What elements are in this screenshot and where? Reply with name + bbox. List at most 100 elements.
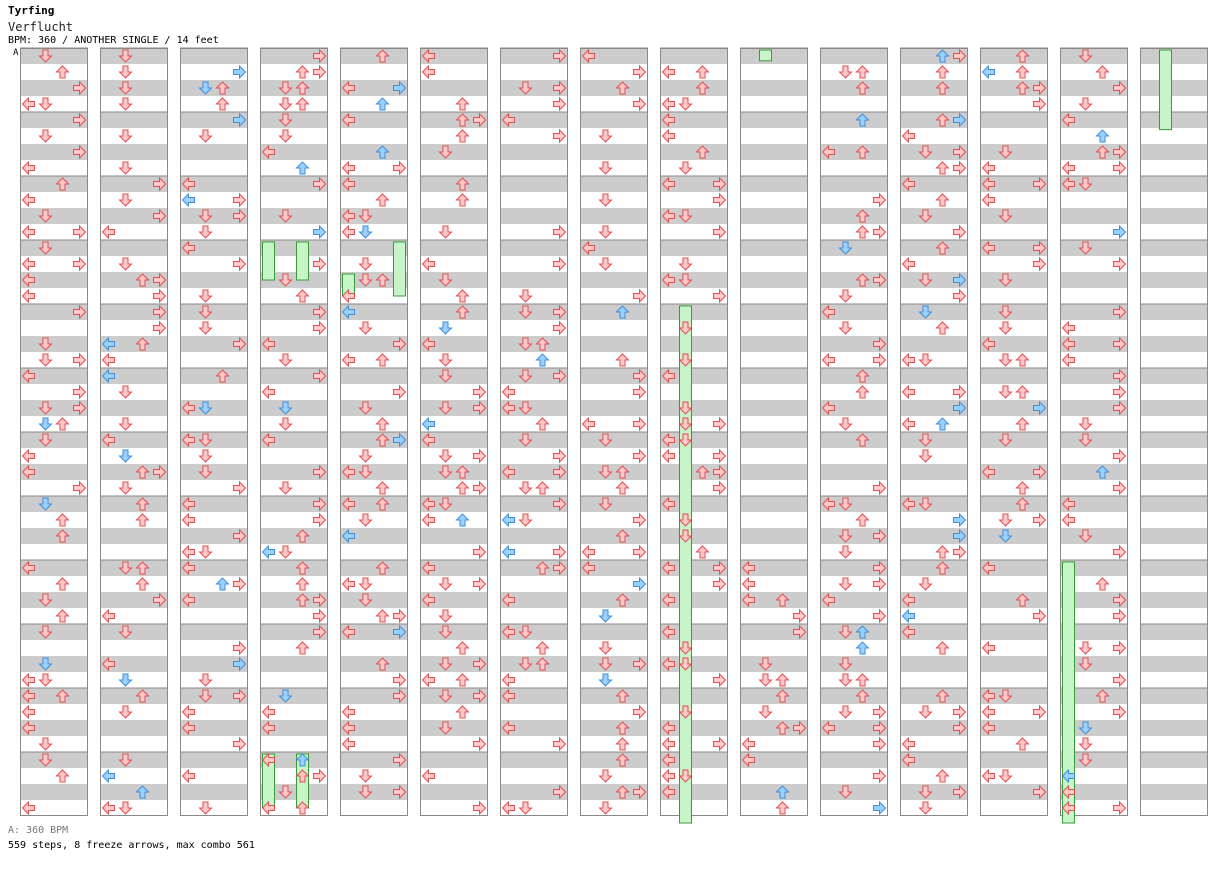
step-arrow — [135, 561, 150, 575]
beat-stripe — [900, 240, 968, 256]
step-arrow — [935, 417, 950, 431]
step-arrow — [615, 353, 630, 367]
step-arrow — [55, 417, 70, 431]
step-arrow — [358, 449, 373, 463]
beat-stripe — [340, 112, 408, 128]
step-arrow — [313, 320, 327, 336]
beat-stripe — [1060, 48, 1128, 64]
beat-stripe — [980, 592, 1048, 608]
step-arrow — [118, 161, 133, 175]
step-arrow — [55, 513, 70, 527]
step-arrow — [438, 657, 453, 671]
step-arrow — [953, 400, 967, 416]
beat-stripe — [740, 176, 808, 192]
step-arrow — [981, 336, 995, 352]
step-arrow — [553, 368, 567, 384]
beat-stripe — [900, 304, 968, 320]
step-arrow — [838, 529, 853, 543]
step-arrow — [1113, 544, 1127, 560]
step-arrow — [935, 689, 950, 703]
beat-stripe — [1140, 752, 1208, 768]
step-arrow — [873, 528, 887, 544]
step-arrow — [953, 720, 967, 736]
step-arrow — [633, 512, 647, 528]
step-arrow — [1015, 497, 1030, 511]
step-arrow — [518, 801, 533, 815]
step-arrow — [473, 544, 487, 560]
beat-stripe — [660, 528, 728, 544]
step-arrow — [438, 145, 453, 159]
step-arrow — [295, 65, 310, 79]
step-arrow — [821, 352, 835, 368]
step-arrow — [1061, 512, 1075, 528]
step-arrow — [438, 321, 453, 335]
step-arrow — [73, 224, 87, 240]
step-arrow — [21, 272, 35, 288]
beat-stripe — [820, 304, 888, 320]
step-arrow — [678, 257, 693, 271]
beat-stripe — [500, 240, 568, 256]
step-arrow — [661, 736, 675, 752]
bpm-marker: A — [13, 48, 19, 58]
beat-stripe — [900, 688, 968, 704]
step-arrow — [313, 624, 327, 640]
step-arrow — [535, 641, 550, 655]
beat-stripe — [420, 784, 488, 800]
beat-stripe — [980, 528, 1048, 544]
beat-stripe — [820, 464, 888, 480]
step-arrow — [313, 176, 327, 192]
step-arrow — [278, 81, 293, 95]
step-arrow — [38, 753, 53, 767]
step-arrow — [153, 272, 167, 288]
beat-stripe — [100, 400, 168, 416]
step-arrow — [118, 673, 133, 687]
step-arrow — [501, 688, 515, 704]
step-arrow — [455, 177, 470, 191]
chart-column — [100, 48, 168, 816]
beat-stripe — [180, 144, 248, 160]
step-arrow — [918, 801, 933, 815]
beat-stripe — [340, 560, 408, 576]
step-arrow — [375, 481, 390, 495]
step-arrow — [998, 321, 1013, 335]
freeze-arrow — [262, 241, 275, 281]
beat-stripe — [420, 400, 488, 416]
step-arrow — [55, 577, 70, 591]
beat-stripe — [20, 112, 88, 128]
beat-stripe — [500, 496, 568, 512]
beat-stripe — [420, 592, 488, 608]
beat-stripe — [1060, 144, 1128, 160]
step-arrow — [313, 768, 327, 784]
chart-column — [580, 48, 648, 816]
step-arrow — [21, 224, 35, 240]
beat-stripe — [1060, 112, 1128, 128]
step-arrow — [741, 592, 755, 608]
step-arrow — [615, 481, 630, 495]
beat-stripe — [420, 368, 488, 384]
step-arrow — [678, 513, 693, 527]
beat-stripe — [980, 656, 1048, 672]
step-arrow — [375, 353, 390, 367]
beat-stripe — [1060, 80, 1128, 96]
step-arrow — [953, 512, 967, 528]
step-arrow — [518, 433, 533, 447]
beat-stripe — [980, 688, 1048, 704]
beat-stripe — [820, 656, 888, 672]
beat-stripe — [580, 112, 648, 128]
step-arrow — [21, 192, 35, 208]
step-arrow — [713, 192, 727, 208]
beat-stripe — [1140, 560, 1208, 576]
beat-stripe — [500, 560, 568, 576]
step-arrow — [261, 432, 275, 448]
beat-stripe — [20, 48, 88, 64]
beat-stripe — [500, 112, 568, 128]
step-arrow — [953, 384, 967, 400]
beat-stripe — [100, 656, 168, 672]
step-arrow — [615, 689, 630, 703]
step-arrow — [473, 480, 487, 496]
step-arrow — [181, 768, 195, 784]
chart-column — [20, 48, 88, 816]
step-arrow — [633, 416, 647, 432]
step-arrow — [661, 176, 675, 192]
beat-stripe — [20, 144, 88, 160]
